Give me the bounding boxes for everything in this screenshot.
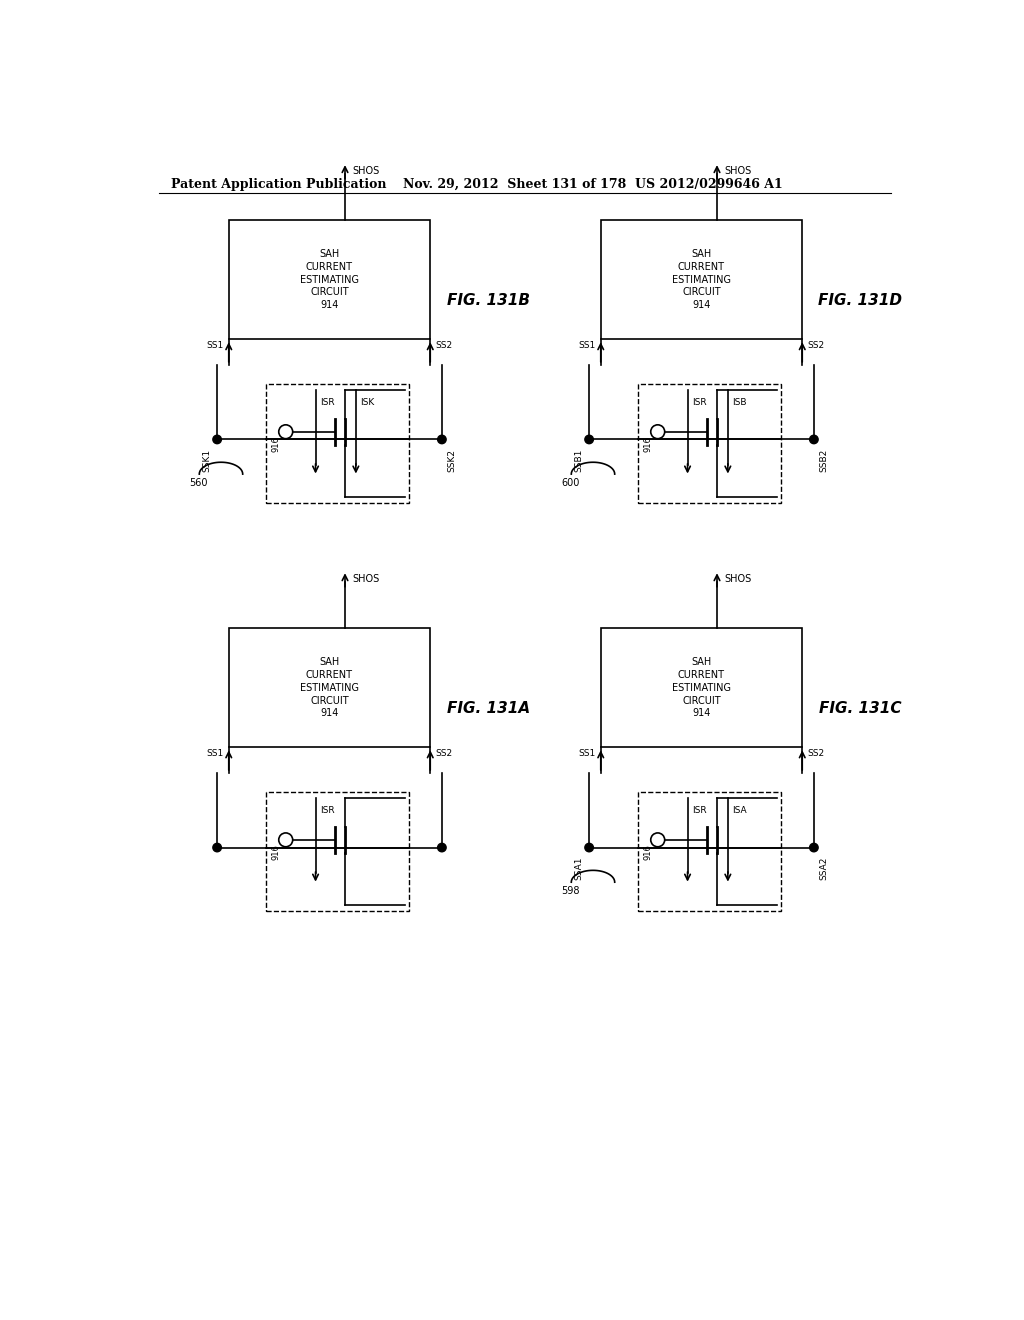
Circle shape	[213, 436, 221, 444]
Text: SS2: SS2	[435, 341, 453, 350]
FancyBboxPatch shape	[638, 792, 781, 912]
FancyBboxPatch shape	[265, 792, 409, 912]
Text: SAH
CURRENT
ESTIMATING
CIRCUIT
914: SAH CURRENT ESTIMATING CIRCUIT 914	[672, 249, 731, 310]
Text: 916: 916	[271, 436, 281, 451]
Circle shape	[437, 436, 446, 444]
Text: SAH
CURRENT
ESTIMATING
CIRCUIT
914: SAH CURRENT ESTIMATING CIRCUIT 914	[672, 657, 731, 718]
Text: FIG. 131A: FIG. 131A	[446, 701, 530, 717]
Circle shape	[585, 436, 593, 444]
Text: SSB2: SSB2	[819, 449, 828, 473]
Text: 598: 598	[561, 886, 580, 896]
Text: ISR: ISR	[692, 397, 707, 407]
Text: SHOS: SHOS	[725, 166, 752, 176]
Text: SHOS: SHOS	[725, 574, 752, 585]
Text: ISR: ISR	[692, 807, 707, 814]
Text: 916: 916	[643, 436, 652, 451]
Text: SS2: SS2	[808, 341, 824, 350]
Text: SSA2: SSA2	[819, 857, 828, 880]
Text: ISA: ISA	[732, 807, 748, 814]
Text: 916: 916	[271, 843, 281, 859]
Text: SS1: SS1	[579, 750, 595, 758]
Circle shape	[585, 843, 593, 851]
Text: SS2: SS2	[435, 750, 453, 758]
Text: Patent Application Publication: Patent Application Publication	[171, 178, 386, 190]
FancyBboxPatch shape	[601, 628, 802, 747]
Text: SSB1: SSB1	[574, 449, 584, 473]
Text: SS2: SS2	[808, 750, 824, 758]
Text: SS1: SS1	[579, 341, 595, 350]
Text: ISR: ISR	[321, 397, 335, 407]
FancyBboxPatch shape	[601, 220, 802, 339]
Text: SS1: SS1	[206, 750, 223, 758]
Text: SAH
CURRENT
ESTIMATING
CIRCUIT
914: SAH CURRENT ESTIMATING CIRCUIT 914	[300, 249, 359, 310]
FancyBboxPatch shape	[228, 220, 430, 339]
Circle shape	[437, 843, 446, 851]
Text: SS1: SS1	[206, 341, 223, 350]
Text: Nov. 29, 2012  Sheet 131 of 178  US 2012/0299646 A1: Nov. 29, 2012 Sheet 131 of 178 US 2012/0…	[403, 178, 783, 190]
Circle shape	[810, 843, 818, 851]
Text: 560: 560	[189, 478, 208, 488]
Circle shape	[213, 843, 221, 851]
Text: SSK1: SSK1	[203, 449, 212, 471]
Text: SSK2: SSK2	[447, 449, 457, 471]
Text: ISR: ISR	[321, 807, 335, 814]
Text: FIG. 131D: FIG. 131D	[818, 293, 902, 309]
Text: 916: 916	[643, 843, 652, 859]
Text: ISB: ISB	[732, 397, 746, 407]
FancyBboxPatch shape	[228, 628, 430, 747]
Text: 600: 600	[561, 478, 580, 488]
Text: SHOS: SHOS	[352, 574, 380, 585]
Text: FIG. 131B: FIG. 131B	[446, 293, 529, 309]
Text: SSA1: SSA1	[574, 857, 584, 880]
Text: SAH
CURRENT
ESTIMATING
CIRCUIT
914: SAH CURRENT ESTIMATING CIRCUIT 914	[300, 657, 359, 718]
FancyBboxPatch shape	[638, 384, 781, 503]
FancyBboxPatch shape	[265, 384, 409, 503]
Text: ISK: ISK	[360, 397, 375, 407]
Text: FIG. 131C: FIG. 131C	[819, 701, 902, 717]
Circle shape	[810, 436, 818, 444]
Text: SHOS: SHOS	[352, 166, 380, 176]
